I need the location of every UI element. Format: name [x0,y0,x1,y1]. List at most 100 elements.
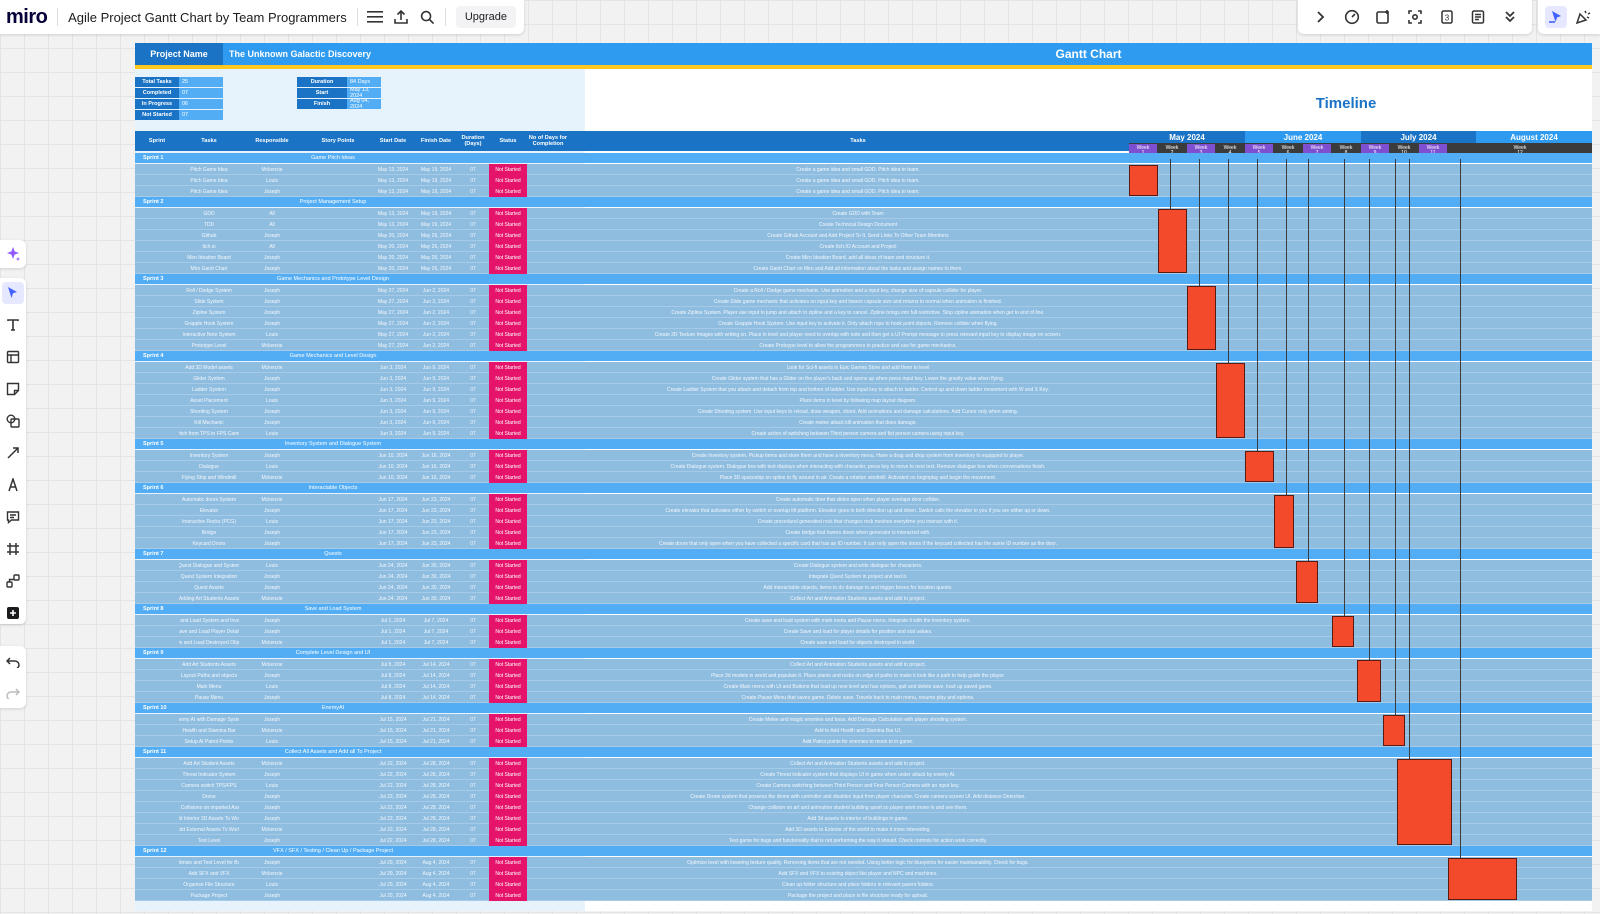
task-row[interactable]: Add Interior 3D Assets To World Joseph Jul… [135,813,1592,824]
task-name: Quest Assets [194,584,224,591]
task-row[interactable]: Inventory System Joseph Jun 10, 2024 Jun 16… [135,450,1592,461]
task-row[interactable]: Automatic doors System Mckenzie Jun 17, 20… [135,494,1592,505]
task-row[interactable]: Shooting System Joseph Jun 3, 2024 Jun 9, 2… [135,406,1592,417]
gantt-bar[interactable] [1187,286,1216,350]
task-row[interactable]: Drone Joseph Jul 22, 2024 Jul 28, 2024 07 Not… [135,791,1592,802]
menu-icon[interactable] [367,6,384,28]
gantt-board[interactable]: Project Name The Unknown Galactic Discov… [135,43,1592,911]
board-title[interactable]: Agile Project Gantt Chart by Team Progra… [68,9,347,25]
gantt-bar[interactable] [1356,660,1382,702]
text-tool-icon[interactable] [2,314,24,336]
task-row[interactable]: Health and Stamina Bar Mckenzie Jul 15, 20… [135,725,1592,736]
gantt-bar[interactable] [1245,451,1274,482]
pen-icon[interactable] [2,474,24,496]
gantt-bar[interactable] [1397,759,1453,845]
task-row[interactable]: Save and Load Destroyed Objects Mckenzie J… [135,637,1592,648]
focus-icon[interactable] [1404,6,1426,28]
task-row[interactable]: Add External Assets To World Mckenzie Jul … [135,824,1592,835]
celebrate-icon[interactable] [1572,6,1594,28]
task-row[interactable]: Grapple Hook System Joseph May 27, 2024 Jun… [135,318,1592,329]
task-row[interactable]: Quest Dialogue and System Louis Jun 24, 20… [135,560,1592,571]
search-icon[interactable] [419,6,435,28]
sticky-note-icon[interactable] [2,378,24,400]
task-row[interactable]: Github Joseph May 20, 2024 May 26, 2024 07 No… [135,230,1592,241]
gantt-bar[interactable] [1129,165,1158,196]
task-row[interactable]: Test Level Joseph Jul 22, 2024 Jul 28, 2024… [135,835,1592,846]
gantt-bar[interactable] [1295,561,1318,603]
task-row[interactable]: Interactive Rocks (PCG) Louis Jun 17, 2024… [135,516,1592,527]
mind-map-icon[interactable] [2,570,24,592]
chevron-right-icon[interactable] [1309,6,1331,28]
task-row[interactable]: Switch from TPS to FPS Camera Louis Jun 3,… [135,428,1592,439]
task-row[interactable]: Add SFX and VFX Mckenzie Jul 29, 2024 Aug 4… [135,868,1592,879]
start-date: Jul 22, 2024 [379,837,407,844]
notes-icon[interactable] [1467,6,1489,28]
task-row[interactable]: Kill Mechanic Joseph Jun 3, 2024 Jun 9, 202… [135,417,1592,428]
task-row[interactable]: Camera switch TPS/FPS Louis Jul 22, 2024 Ju… [135,780,1592,791]
gantt-bar[interactable] [1274,495,1295,548]
task-row[interactable]: Itch.io All May 20, 2024 May 26, 2024 07 Not … [135,241,1592,252]
task-row[interactable]: Add Art Student Assets Mckenzie Jul 22, 20… [135,758,1592,769]
upgrade-button[interactable]: Upgrade [455,6,517,28]
task-row[interactable]: Add 3D Model assets Mckenzie Jun 3, 2024 Ju… [135,362,1592,373]
gantt-bar[interactable] [1382,715,1405,746]
task-row[interactable]: Ladder System Joseph Jun 3, 2024 Jun 9, 202… [135,384,1592,395]
templates-icon[interactable] [2,346,24,368]
task-row[interactable]: Miro Ideation Board Joseph May 20, 2024 May… [135,252,1592,263]
task-row[interactable]: Interactive Note System Louis May 27, 2024… [135,329,1592,340]
task-row[interactable]: Pitch Game Idea Louis May 13, 2024 May 19, … [135,175,1592,186]
timer-icon[interactable] [1341,6,1363,28]
task-row[interactable]: Quest Assets Joseph Jun 24, 2024 Jun 30, 20… [135,582,1592,593]
task-row[interactable]: Setup AI Patrol Points Louis Jul 15, 2024 J… [135,736,1592,747]
task-row[interactable]: Set Collisions on imported Assets Joseph J… [135,802,1592,813]
redo-icon[interactable] [2,682,24,704]
task-row[interactable]: Pitch Game Idea Joseph May 13, 2024 May 19,… [135,186,1592,197]
task-row[interactable]: Roll / Dodge System Joseph May 27, 2024 Jun… [135,285,1592,296]
miro-logo[interactable]: miro [6,5,48,28]
connection-line-icon[interactable] [2,442,24,464]
task-row[interactable]: Slide System Joseph May 27, 2024 Jun 2, 202… [135,296,1592,307]
task-row[interactable]: Layout Paths and objects Joseph Jul 8, 202… [135,670,1592,681]
task-row[interactable]: Elevator Joseph Jun 17, 2024 Jun 23, 2024 07… [135,505,1592,516]
task-row[interactable]: Pitch Game Idea Mckenzie May 13, 2024 May 1… [135,164,1592,175]
task-row[interactable]: Glider System Joseph Jun 3, 2024 Jun 9, 202… [135,373,1592,384]
task-row[interactable]: Dialogue Louis Jun 10, 2024 Jun 16, 2024 07 N… [135,461,1592,472]
task-row[interactable]: Quest System Integration Joseph Jun 24, 20… [135,571,1592,582]
ai-assist-button[interactable] [0,240,26,268]
cursor-follow-icon[interactable] [1544,6,1567,28]
add-frame-icon[interactable] [1372,6,1394,28]
frame-icon[interactable] [2,538,24,560]
task-row[interactable]: Save and Load System and Inventory Joseph… [135,615,1592,626]
pages-icon[interactable]: 3 [1436,6,1458,28]
comment-icon[interactable] [2,506,24,528]
task-row[interactable]: Bridge Joseph Jun 17, 2024 Jun 23, 2024 07 No… [135,527,1592,538]
task-row[interactable]: Adding Art Students Assets Mckenzie Jun 24… [135,593,1592,604]
task-row[interactable]: Miro Gantt Chart Joseph May 20, 2024 May 26… [135,263,1592,274]
task-row[interactable]: TDD All May 13, 2024 May 19, 2024 07 Not Star… [135,219,1592,230]
task-row[interactable]: Enemy AI with Damage System Joseph Jul 15,… [135,714,1592,725]
task-row[interactable]: Save and Load Player Details Joseph Jul 1,… [135,626,1592,637]
gantt-bar[interactable] [1216,363,1245,438]
task-row[interactable]: Asset Placement Louis Jun 3, 2024 Jun 9, 20… [135,395,1592,406]
task-row[interactable]: Add Art Students Assets Mckenzie Jul 8, 20… [135,659,1592,670]
shapes-icon[interactable] [2,410,24,432]
task-row[interactable]: GDD All May 13, 2024 May 19, 2024 07 Not Star… [135,208,1592,219]
task-row[interactable]: Keycard Doors Joseph Jun 17, 2024 Jun 23, 2… [135,538,1592,549]
task-row[interactable]: Optimize and Test Level for Bugs Joseph Ju… [135,857,1592,868]
task-row[interactable]: Pause Menu Joseph Jul 8, 2024 Jul 14, 2024 0… [135,692,1592,703]
chevron-double-down-icon[interactable] [1499,6,1521,28]
task-row[interactable]: Flying Ship and Windmill Mckenzie Jun 10, … [135,472,1592,483]
more-apps-icon[interactable] [2,602,24,624]
task-row[interactable]: Package Project Joseph Jul 29, 2024 Aug 4, … [135,890,1592,901]
task-row[interactable]: Threat Indicator System Joseph Jul 22, 202… [135,769,1592,780]
gantt-bar[interactable] [1448,858,1517,900]
undo-icon[interactable] [2,651,24,673]
select-tool-icon[interactable] [2,282,24,304]
gantt-bar[interactable] [1332,616,1354,647]
gantt-bar[interactable] [1158,209,1187,273]
task-row[interactable]: Prototype Level Mckenzie May 27, 2024 Jun 2… [135,340,1592,351]
export-icon[interactable] [393,6,409,28]
task-row[interactable]: Main Menu Louis Jul 8, 2024 Jul 14, 2024 07 N… [135,681,1592,692]
task-row[interactable]: Organise File Structure Louis Jul 29, 2024… [135,879,1592,890]
task-row[interactable]: Zipline System Joseph May 27, 2024 Jun 2, 2… [135,307,1592,318]
